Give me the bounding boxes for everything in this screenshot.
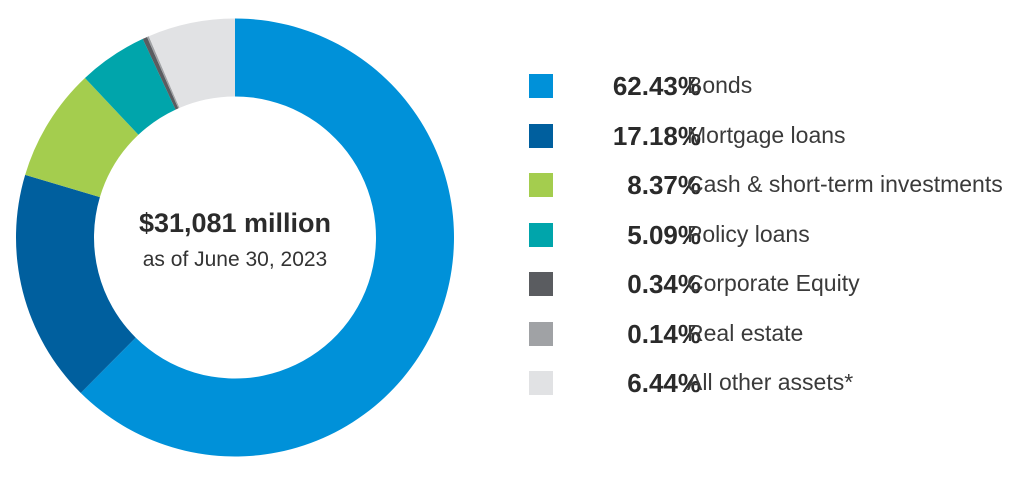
- legend-percent: 17.18%: [612, 120, 701, 151]
- legend-percent: 62.43%: [612, 71, 701, 101]
- legend-swatch: [529, 173, 553, 197]
- legend-swatch: [529, 222, 553, 247]
- legend-swatch: [529, 321, 553, 346]
- legend-label: Real estate: [687, 319, 804, 346]
- donut-chart: [15, 18, 455, 457]
- legend-label: Cash & short-term investments: [687, 171, 1003, 197]
- legend-percent: 6.44%: [627, 368, 701, 398]
- legend-label: Policy loans: [687, 220, 810, 247]
- legend-percent: 0.14%: [627, 318, 701, 349]
- legend-label: Bonds: [687, 72, 753, 98]
- slice-mortgage-loans: [15, 174, 136, 393]
- legend-percent: 0.34%: [627, 269, 701, 299]
- slice-corporate-equity: [142, 36, 179, 110]
- slice-all-other-assets: [148, 18, 235, 108]
- slice-real-estate: [147, 36, 180, 109]
- legend-swatch: [529, 123, 553, 148]
- legend-label: All other assets*: [687, 369, 854, 395]
- slice-policy-loans: [84, 38, 176, 135]
- slice-cash-short-term-investments: [25, 77, 139, 198]
- legend-swatch: [529, 371, 553, 395]
- slice-bonds: [80, 18, 455, 457]
- legend-label: Mortgage loans: [687, 121, 846, 148]
- legend-percent: 8.37%: [627, 170, 701, 200]
- legend-swatch: [529, 272, 553, 296]
- legend-label: Corporate Equity: [687, 270, 860, 296]
- as-of-date: as of June 30, 2023: [142, 248, 328, 271]
- legend-percent: 5.09%: [627, 219, 701, 250]
- total-assets: $31,081 million: [138, 208, 332, 238]
- legend-swatch: [529, 74, 553, 98]
